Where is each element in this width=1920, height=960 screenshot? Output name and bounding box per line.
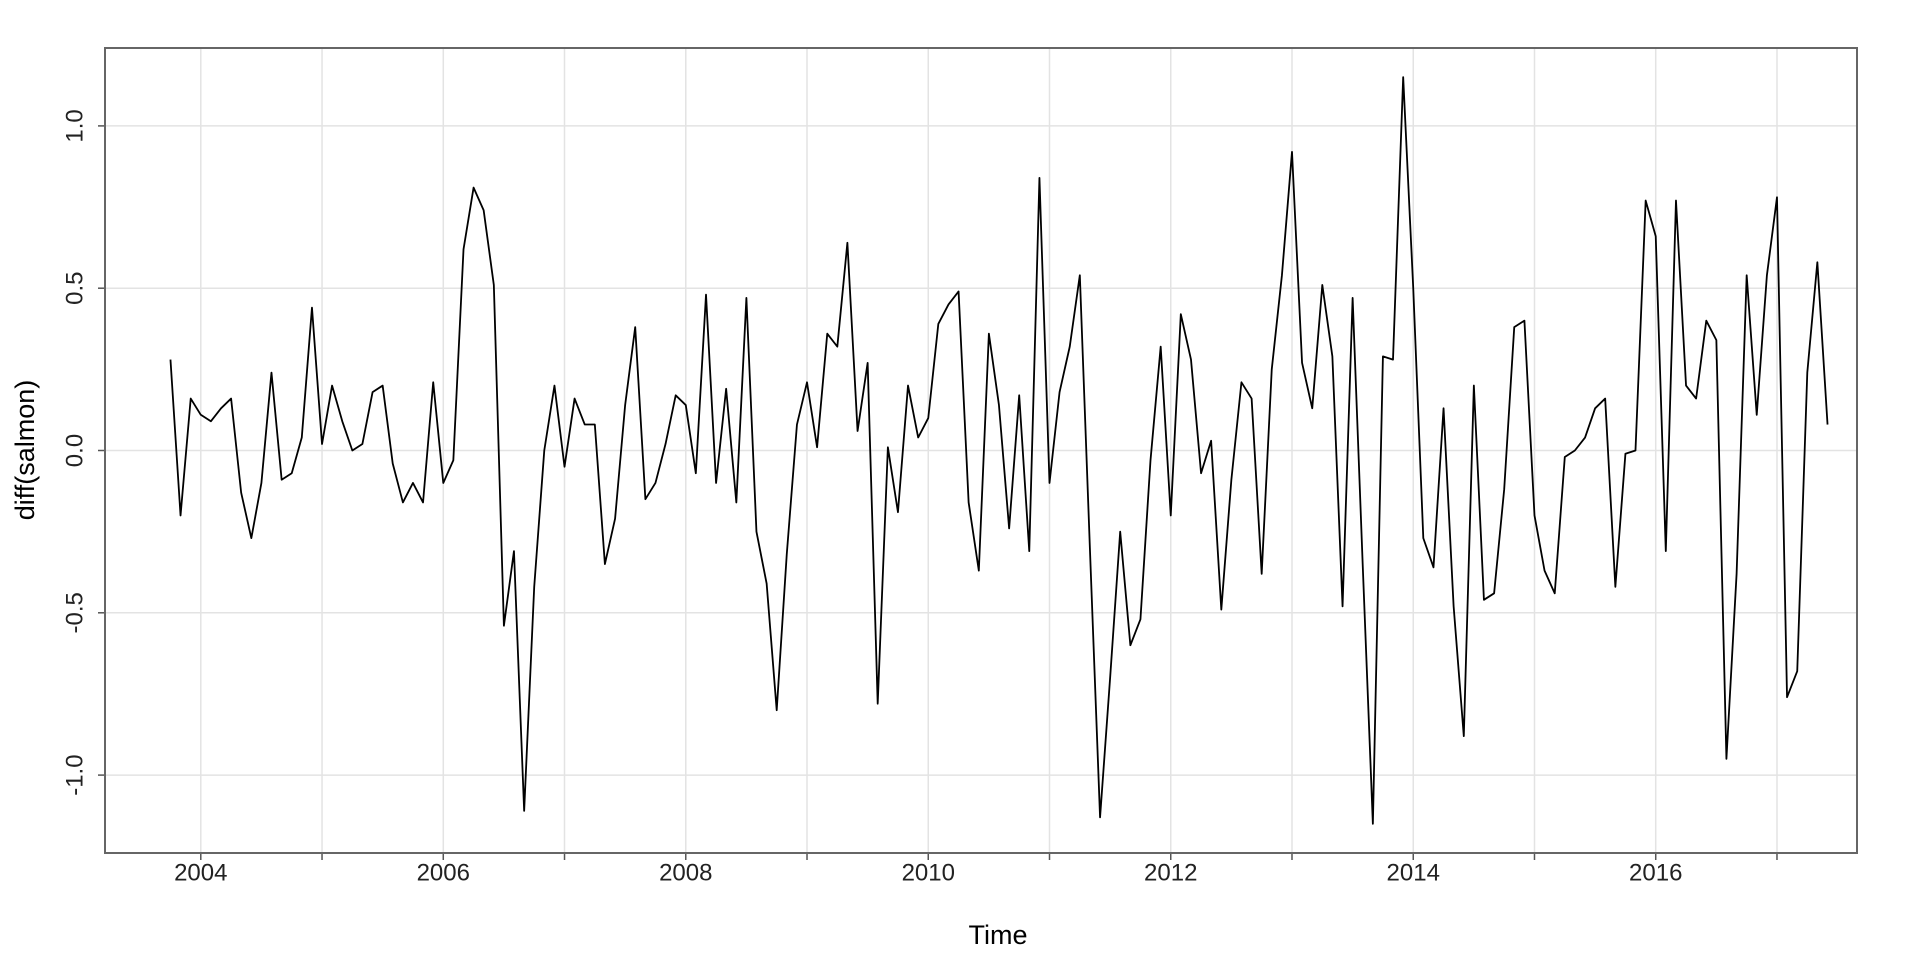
y-tick-label: 0.0 [61,434,88,467]
data-line [169,76,1829,825]
x-tick-label: 2014 [1387,859,1440,886]
x-axis-title: Time [969,920,1028,950]
x-tick-label: 2010 [902,859,955,886]
y-tick-label: 1.0 [61,109,88,142]
x-tick-label: 2012 [1144,859,1197,886]
x-tick-label: 2006 [417,859,470,886]
x-tick-label: 2004 [174,859,227,886]
x-tick-label: 2008 [659,859,712,886]
plot-border [104,47,1858,854]
x-tick-label: 2016 [1629,859,1682,886]
y-tick-label: -0.5 [61,592,88,633]
y-tick-label: 0.5 [61,272,88,305]
y-axis-title: diff(salmon) [10,380,40,521]
y-tick-label: -1.0 [61,754,88,795]
